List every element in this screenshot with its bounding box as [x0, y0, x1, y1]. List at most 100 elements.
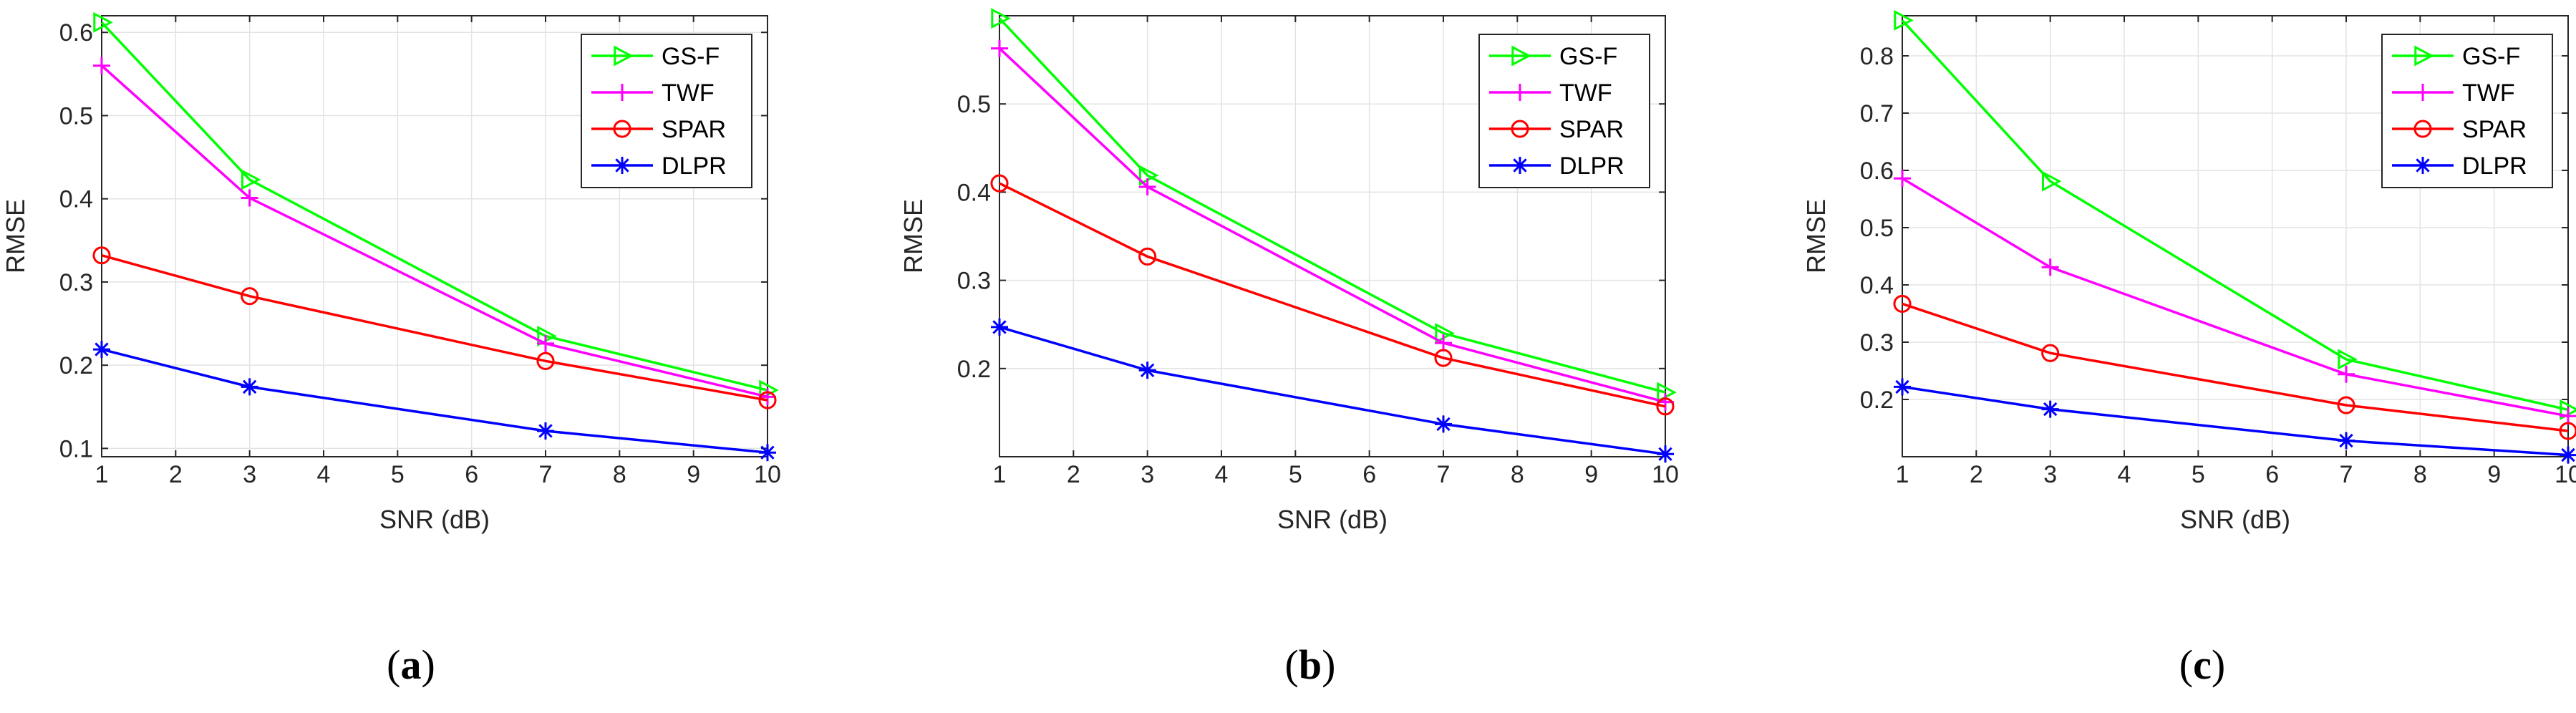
- x-tick-label: 3: [243, 461, 256, 488]
- data-point: [1138, 247, 1157, 266]
- x-tick-label: 7: [2340, 461, 2353, 488]
- x-tick-label: 8: [2413, 461, 2427, 488]
- series-line: [1901, 19, 2569, 412]
- x-tick-label: 10: [754, 461, 781, 488]
- legend-box: [581, 34, 752, 188]
- legend-swatch-marker: [1511, 84, 1529, 101]
- series-line: [100, 64, 768, 399]
- data-point: [241, 169, 261, 190]
- panel-caption: (b): [1285, 641, 1336, 688]
- data-point: [2041, 170, 2062, 192]
- x-tick-label: 5: [391, 461, 405, 488]
- data-point: [537, 422, 554, 440]
- y-tick-label: 0.3: [957, 268, 991, 295]
- caption-paren: (: [387, 641, 400, 688]
- data-point: [991, 39, 1008, 57]
- x-tick-label: 8: [1511, 461, 1524, 488]
- y-tick-label: 0.3: [59, 269, 93, 296]
- legend-swatch-marker: [614, 157, 631, 174]
- caption-paren: ): [1322, 641, 1335, 688]
- legend-swatch-marker: [613, 120, 631, 138]
- x-axis-label: SNR (dB): [2180, 505, 2290, 534]
- y-tick-label: 0.7: [1860, 100, 1894, 127]
- data-point: [2560, 446, 2576, 464]
- legend: GS-F TWF SPAR DLPR: [1478, 34, 1650, 188]
- legend-label: DLPR: [2462, 152, 2527, 180]
- x-tick-label: 8: [613, 461, 626, 488]
- series-line: [998, 47, 1666, 404]
- chart-panel: 1 2 3 4 5 6 7 8 9 10 0.2 0.3 0.4 0.5 0.6 0.7 0.8 SNR (dB)…: [1801, 9, 2576, 688]
- x-tick-label: 1: [1896, 461, 1909, 488]
- chart-panel: 1 2 3 4 5 6 7 8 9 10 0.1 0.2 0.3 0.4 0.5 0.6 SNR (dB) RMS…: [1, 11, 781, 688]
- x-tick-label: 2: [169, 461, 183, 488]
- legend-label: GS-F: [662, 43, 720, 70]
- legend-swatch-marker: [2414, 157, 2431, 174]
- data-point: [93, 11, 113, 33]
- data-point: [2338, 365, 2355, 383]
- data-point: [2338, 349, 2358, 370]
- series-line: [999, 326, 1666, 456]
- data-point: [92, 246, 111, 265]
- y-tick-label: 0.8: [1860, 43, 1894, 70]
- legend: GS-F TWF SPAR DLPR: [2381, 34, 2553, 188]
- data-point: [2041, 258, 2059, 276]
- y-tick-label: 0.2: [59, 352, 93, 379]
- x-tick-label: 9: [2487, 461, 2501, 488]
- series-line: [999, 182, 1666, 408]
- y-tick-label: 0.5: [59, 102, 93, 130]
- data-point: [536, 351, 555, 370]
- data-point: [241, 287, 259, 306]
- legend-swatch-marker: [1511, 120, 1529, 138]
- data-point: [2337, 396, 2355, 414]
- series-line: [1902, 302, 2569, 432]
- y-tick-label: 0.4: [1860, 272, 1894, 299]
- panel-caption: (c): [2179, 641, 2225, 688]
- legend-label: SPAR: [662, 116, 726, 143]
- axes-box: [999, 15, 1666, 457]
- axes-box: [1902, 15, 2569, 457]
- x-tick-label: 9: [1584, 461, 1598, 488]
- data-point: [1138, 178, 1156, 196]
- legend: GS-F TWF SPAR DLPR: [581, 34, 752, 188]
- legend-label: SPAR: [1559, 116, 1624, 143]
- x-tick-label: 4: [317, 461, 331, 488]
- x-axis-label: SNR (dB): [379, 505, 490, 534]
- x-tick-label: 2: [1970, 461, 1983, 488]
- legend-box: [1478, 34, 1650, 188]
- x-tick-label: 10: [2555, 461, 2576, 488]
- data-point: [758, 391, 777, 409]
- data-point: [1894, 378, 1911, 396]
- data-point: [93, 57, 110, 74]
- data-point: [990, 174, 1009, 193]
- data-point: [1657, 445, 1674, 463]
- data-point: [2041, 344, 2060, 362]
- x-tick-label: 5: [2192, 461, 2205, 488]
- y-tick-label: 0.3: [1860, 329, 1894, 356]
- y-tick-label: 0.5: [957, 91, 991, 118]
- x-tick-label: 4: [1215, 461, 1229, 488]
- y-tick-label: 0.2: [1860, 387, 1894, 414]
- legend-swatch-marker: [614, 84, 631, 101]
- series-line: [101, 254, 768, 402]
- x-tick-label: 7: [1437, 461, 1451, 488]
- x-tick-label: 6: [2265, 461, 2279, 488]
- caption-paren: ): [422, 641, 435, 688]
- data-point: [991, 8, 1011, 29]
- data-point: [1656, 397, 1675, 416]
- legend-label: TWF: [2462, 79, 2515, 107]
- data-point: [991, 318, 1008, 336]
- series-line: [101, 348, 768, 454]
- x-tick-label: 6: [465, 461, 478, 488]
- legend-label: SPAR: [2462, 116, 2527, 143]
- y-axis-label: RMSE: [1801, 199, 1831, 273]
- caption-paren: ): [2212, 641, 2225, 688]
- legend-swatch-marker: [1511, 45, 1531, 67]
- y-tick-label: 0.6: [1860, 157, 1894, 185]
- caption-paren: (: [2179, 641, 2193, 688]
- data-point: [2338, 432, 2355, 450]
- y-tick-label: 0.4: [957, 179, 991, 206]
- series-line: [1902, 177, 2569, 417]
- y-tick-label: 0.2: [957, 356, 991, 383]
- panel-caption: (a): [387, 641, 435, 688]
